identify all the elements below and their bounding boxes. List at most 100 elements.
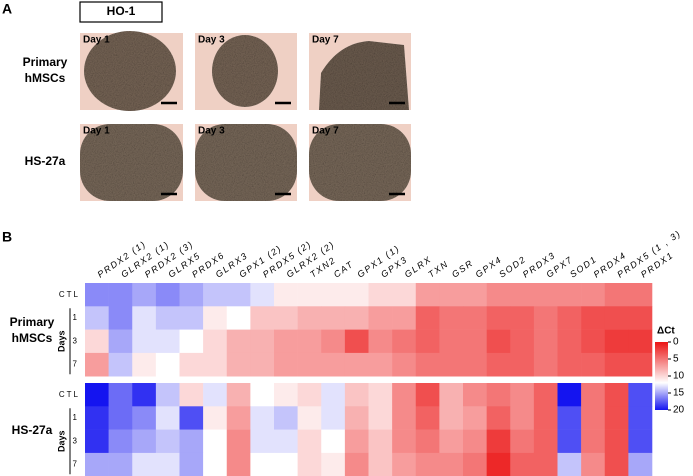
- heatmap-cell: [392, 452, 417, 476]
- heatmap-cell: [628, 283, 653, 307]
- heatmap-cell: [179, 283, 204, 307]
- row-label: Primary: [23, 55, 68, 69]
- heatmap-cell: [203, 406, 228, 430]
- heatmap-cell: [108, 283, 133, 307]
- heatmap-cell: [274, 352, 298, 377]
- heatmap-cell: [557, 329, 582, 354]
- heatmap-cell: [557, 383, 582, 407]
- heatmap-cell: [108, 329, 133, 354]
- panel-label: B: [2, 229, 12, 245]
- heatmap-cell: [533, 306, 558, 330]
- heatmap-cell: [344, 306, 369, 330]
- condition-label: CTL: [59, 390, 80, 399]
- heatmap-cell: [85, 306, 109, 330]
- heatmap-cell: [108, 306, 133, 330]
- heatmap-cell: [344, 406, 369, 430]
- heatmap-cell: [321, 352, 346, 377]
- heatmap-cell: [415, 329, 440, 354]
- heatmap-cell: [581, 306, 606, 330]
- heatmap-cell: [155, 306, 180, 330]
- heatmap-cell: [557, 306, 582, 330]
- heatmap-cell: [510, 383, 535, 407]
- tissue: [84, 31, 176, 111]
- heatmap-cell: [463, 283, 487, 307]
- heatmap-cell: [392, 352, 417, 377]
- heatmap-cell: [250, 383, 275, 407]
- heatmap-cell: [179, 352, 204, 377]
- heatmap-cell: [486, 329, 511, 354]
- heatmap-cell: [344, 352, 369, 377]
- heatmap-cell: [463, 329, 487, 354]
- heatmap-cell: [226, 429, 251, 454]
- heatmap-cell: [628, 429, 653, 454]
- heatmap-cell: [392, 429, 417, 454]
- tissue: [319, 41, 409, 110]
- heatmap-cell: [557, 406, 582, 430]
- heatmap-cell: [533, 452, 558, 476]
- heatmap-cell: [155, 383, 180, 407]
- heatmap-cell: [203, 329, 228, 354]
- heatmap-cell: [85, 406, 109, 430]
- heatmap-cell: [368, 383, 393, 407]
- heatmap-cell: [368, 306, 393, 330]
- heatmap-cell: [486, 429, 511, 454]
- heatmap-cell: [344, 283, 369, 307]
- heatmap-cell: [108, 352, 133, 377]
- heatmap-cell: [297, 306, 322, 330]
- heatmap-cell: [179, 306, 204, 330]
- heatmap-cell: [108, 452, 133, 476]
- heatmap-cell: [297, 283, 322, 307]
- heatmap-cell: [368, 406, 393, 430]
- heatmap-cell: [581, 283, 606, 307]
- heatmap-cell: [85, 283, 109, 307]
- heatmap-cell: [85, 452, 109, 476]
- condition-label: 7: [73, 460, 78, 469]
- heatmap-cell: [581, 406, 606, 430]
- heatmap-cell: [604, 429, 629, 454]
- heatmap-cell: [581, 352, 606, 377]
- heatmap-cell: [368, 452, 393, 476]
- heatmap-cell: [297, 429, 322, 454]
- heatmap-cell: [533, 429, 558, 454]
- tissue: [80, 124, 183, 201]
- heatmap-cell: [155, 452, 180, 476]
- heatmap-cell: [557, 452, 582, 476]
- days-label: Days: [56, 430, 66, 452]
- heatmap-cell: [179, 406, 204, 430]
- heatmap-cell: [463, 352, 487, 377]
- heatmap-cell: [510, 283, 535, 307]
- heatmap-cell: [392, 306, 417, 330]
- heatmap-cell: [415, 452, 440, 476]
- heatmap-cell: [203, 383, 228, 407]
- heatmap-cell: [203, 429, 228, 454]
- heatmap-cell: [581, 329, 606, 354]
- heatmap-cell: [628, 452, 653, 476]
- heatmap-cell: [439, 383, 464, 407]
- colorbar: [655, 342, 668, 410]
- heatmap-cell: [486, 406, 511, 430]
- heatmap-cell: [463, 306, 487, 330]
- heatmap-cell: [344, 329, 369, 354]
- heatmap-cell: [226, 383, 251, 407]
- heatmap-cell: [321, 306, 346, 330]
- row-label: HS-27a: [25, 154, 66, 168]
- heatmap-cell: [604, 406, 629, 430]
- heatmap-cell: [274, 406, 298, 430]
- heatmap-cell: [463, 383, 487, 407]
- condition-label: 3: [73, 436, 78, 445]
- heatmap-cell: [226, 329, 251, 354]
- heatmap-cell: [321, 429, 346, 454]
- heatmap-cell: [368, 429, 393, 454]
- heatmap-cell: [415, 406, 440, 430]
- heatmap-cell: [392, 383, 417, 407]
- heatmap-cell: [557, 283, 582, 307]
- heatmap-cell: [132, 306, 157, 330]
- tissue: [212, 35, 278, 107]
- group-label: Primary: [10, 315, 55, 329]
- heatmap-cell: [439, 306, 464, 330]
- heatmap-cell: [155, 283, 180, 307]
- heatmap-cell: [533, 352, 558, 377]
- heatmap-cell: [557, 352, 582, 377]
- heatmap-cell: [415, 283, 440, 307]
- heatmap-cell: [581, 383, 606, 407]
